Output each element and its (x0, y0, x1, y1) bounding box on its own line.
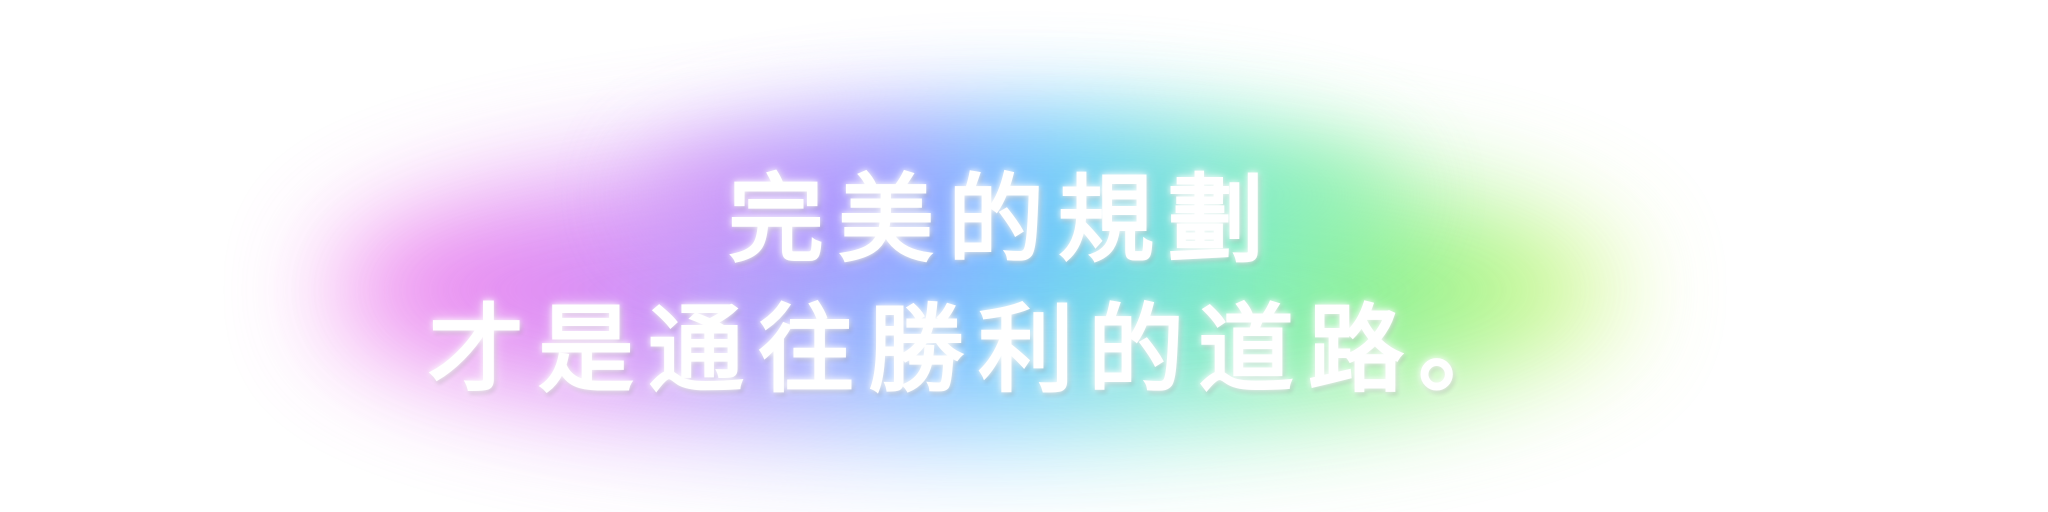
headline-line-1: 完美的規劃 (728, 164, 1278, 276)
headline-line-2: 才是通往勝利的道路。 (428, 294, 1528, 406)
rainbow-glow-top (640, 110, 1400, 280)
